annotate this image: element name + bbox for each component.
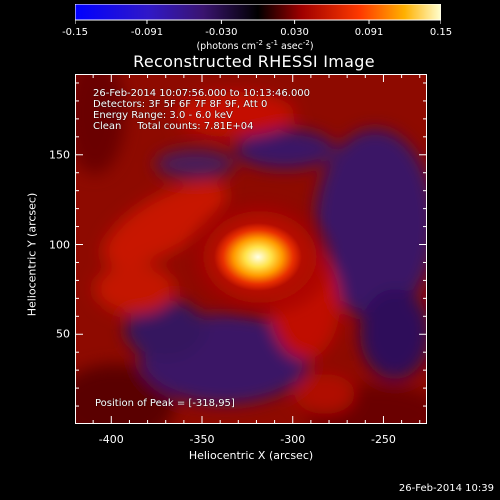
annotation-line: Energy Range: 3.0 - 6.0 keV [93,110,233,121]
colorbar-tick-label: 0.15 [429,27,453,38]
heatmap-image [75,74,427,424]
timestamp: 26-Feb-2014 10:39 [398,483,494,494]
y-tick-label: 150 [49,148,70,162]
x-tick-label: -250 [370,433,396,446]
annotation-line: Clean Total counts: 7.81E+04 [93,121,254,132]
x-tick-label: -350 [189,433,215,446]
x-tick-label: -300 [280,433,306,446]
colorbar-tick-label: -0.030 [205,27,238,38]
peak-source [214,223,302,291]
y-axis-label: Heliocentric Y (arcsec) [25,192,39,317]
chart-title: Reconstructed RHESSI Image [133,52,375,71]
annotation-block: 26-Feb-2014 10:07:56.000 to 10:13:46.000… [93,88,310,132]
x-axis-label: Heliocentric X (arcsec) [188,449,314,462]
colorbar-ticks [75,20,441,24]
units-exp: -2 [256,39,264,47]
units-part: asec [277,41,303,52]
peak-position-label: Position of Peak = [-318,95] [95,398,235,409]
units-part: ) [309,41,314,52]
colorbar-tick-label: 0.091 [354,27,384,38]
colorbar [75,4,441,24]
colorbar-tick-label: 0.030 [280,27,309,38]
colorbar-tick-label: -0.15 [62,27,88,38]
axis-ticks [75,74,427,424]
units-part: s [263,41,271,52]
x-tick-label: -400 [98,433,124,446]
colorbar-tick-label: -0.091 [130,27,164,38]
units-exp: -2 [302,39,310,47]
colorbar-units: (photons cm-2 s-1 asec-2) [0,39,500,52]
annotation-line: Detectors: 3F 5F 6F 7F 8F 9F, Att 0 [93,99,268,110]
units-exp: -1 [271,39,278,47]
annotation-line: 26-Feb-2014 10:07:56.000 to 10:13:46.000 [93,88,311,99]
y-tick-label: 50 [56,327,70,341]
y-tick-label: 100 [49,238,70,251]
units-part: (photons cm [196,41,257,52]
